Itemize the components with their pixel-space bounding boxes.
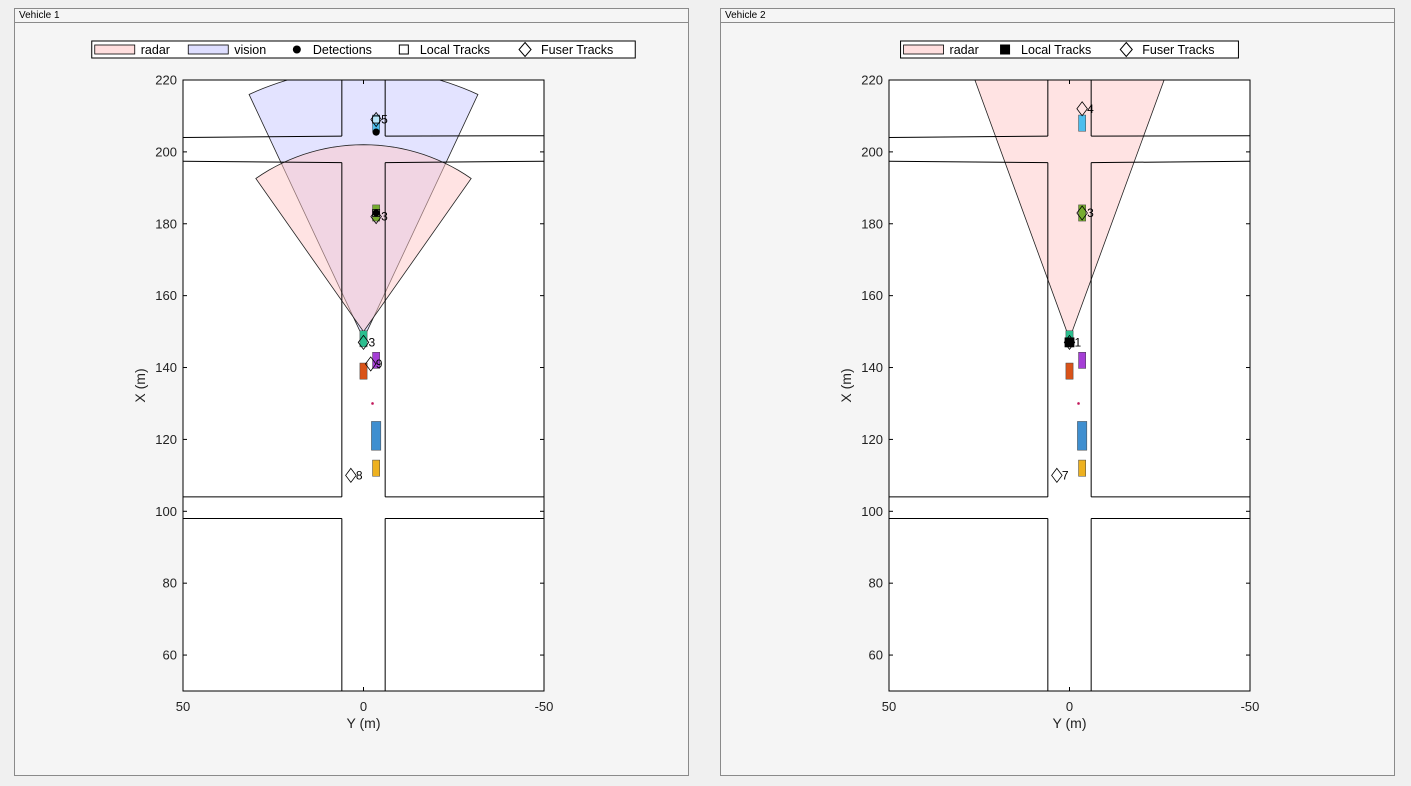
legend-label: Detections — [313, 43, 372, 57]
vehicle-2-panel: Vehicle 2 4 3 1 7 60 80 100 120 140 160 180 200 220 5… — [720, 8, 1395, 776]
legend-label: Fuser Tracks — [1142, 43, 1214, 57]
legend — [900, 40, 1239, 59]
y-tick-label: 60 — [869, 648, 883, 663]
x-tick-label: 0 — [1066, 699, 1073, 714]
x-tick-label: 50 — [882, 699, 896, 714]
fuser-track-2 — [1063, 334, 1076, 351]
legend-radar-swatch — [903, 44, 944, 55]
y-tick-label: 180 — [861, 216, 883, 231]
x-tick-label: -50 — [1241, 699, 1260, 714]
y-tick-label: 140 — [155, 360, 177, 375]
x-axis-label: Y (m) — [1053, 715, 1087, 731]
road-edge — [183, 160, 342, 164]
vehicle-4 — [359, 362, 368, 380]
fuser-track-label: 3 — [381, 210, 388, 224]
y-tick-label: 60 — [163, 648, 177, 663]
legend-label: Local Tracks — [1021, 43, 1091, 57]
vehicle-5 — [371, 421, 382, 451]
fuser-track-label: 5 — [381, 113, 388, 127]
fuser-track-label: 7 — [1062, 468, 1069, 482]
plot-content: 4 3 1 7 — [889, 80, 1250, 691]
y-tick-label: 180 — [155, 216, 177, 231]
road-edge — [385, 160, 544, 164]
y-tick-label: 120 — [155, 432, 177, 447]
vehicle-1 — [1078, 204, 1086, 222]
legend-radar-swatch — [94, 44, 136, 55]
fuser-track-4 — [345, 467, 357, 484]
road-edge — [1091, 160, 1250, 164]
fuser-track-label: 3 — [1087, 206, 1094, 220]
y-axis-label: X (m) — [132, 368, 148, 402]
y-tick-label: 220 — [155, 73, 177, 88]
vehicle-5 — [1077, 421, 1088, 451]
fuser-track-0 — [370, 111, 382, 128]
y-tick-label: 200 — [155, 144, 177, 159]
legend-local-track-marker — [398, 44, 409, 55]
local-track-0 — [1064, 337, 1075, 348]
legend-detection-marker — [292, 45, 301, 54]
pedestrian-0 — [371, 402, 374, 405]
fuser-track-label: 1 — [1075, 335, 1082, 349]
radar-coverage-area — [974, 80, 1165, 340]
vehicle-0 — [1078, 114, 1086, 132]
y-tick-label: 80 — [163, 576, 177, 591]
y-tick-label: 100 — [155, 504, 177, 519]
vehicle-2-chart[interactable]: 4 3 1 7 60 80 100 120 140 160 180 200 220 50 0 -50 Y (m)… — [721, 24, 1394, 775]
legend-local-track-marker — [1000, 44, 1011, 55]
pedestrian-0 — [1077, 402, 1080, 405]
fuser-track-label: 8 — [356, 468, 363, 482]
vehicle-6 — [372, 459, 380, 477]
vehicle-6 — [1078, 459, 1086, 477]
fuser-track-1 — [1076, 205, 1088, 221]
legend-label: Local Tracks — [420, 43, 490, 57]
fuser-track-label: 3 — [369, 335, 376, 349]
legend-label: radar — [141, 43, 170, 57]
panel-title: Vehicle 2 — [721, 9, 1394, 23]
fuser-track-1 — [370, 208, 382, 225]
y-tick-label: 100 — [861, 504, 883, 519]
legend-fuser-track-marker — [1119, 41, 1133, 58]
legend-vision-swatch — [187, 44, 229, 55]
road-edge — [183, 135, 342, 139]
y-tick-label: 160 — [861, 288, 883, 303]
fuser-track-label: 9 — [376, 357, 383, 371]
legend-label: radar — [950, 43, 979, 57]
detection-0 — [372, 128, 380, 136]
fuser-track-0 — [1076, 101, 1088, 117]
road-edge — [889, 135, 1048, 139]
y-tick-label: 160 — [155, 288, 177, 303]
legend-label: Fuser Tracks — [541, 43, 613, 57]
detection-1 — [372, 209, 380, 217]
vehicle-2 — [359, 330, 368, 348]
fuser-track-2 — [357, 334, 370, 351]
legend-fuser-track-marker — [518, 41, 532, 58]
x-axis-label: Y (m) — [347, 715, 381, 731]
fuser-track-3 — [364, 356, 377, 372]
x-tick-label: -50 — [535, 699, 554, 714]
y-tick-label: 120 — [861, 432, 883, 447]
vehicle-4 — [1065, 362, 1074, 380]
y-tick-label: 200 — [861, 144, 883, 159]
local-track-0 — [372, 115, 381, 124]
fuser-track-3 — [1051, 467, 1063, 484]
vehicle-3 — [1078, 352, 1086, 369]
y-axis-label: X (m) — [838, 368, 854, 402]
vehicle-3 — [372, 352, 380, 369]
fuser-track-label: 4 — [1087, 102, 1094, 116]
legend-label: vision — [234, 43, 266, 57]
vehicle-1-panel: Vehicle 1 5 3 3 9 8 60 80 100 120 140 160 180 200 220… — [14, 8, 689, 776]
road-edge — [889, 160, 1048, 164]
y-tick-label: 220 — [861, 73, 883, 88]
x-tick-label: 50 — [176, 699, 190, 714]
x-tick-label: 0 — [360, 699, 367, 714]
y-tick-label: 140 — [861, 360, 883, 375]
panel-title: Vehicle 1 — [15, 9, 688, 23]
y-tick-label: 80 — [869, 576, 883, 591]
